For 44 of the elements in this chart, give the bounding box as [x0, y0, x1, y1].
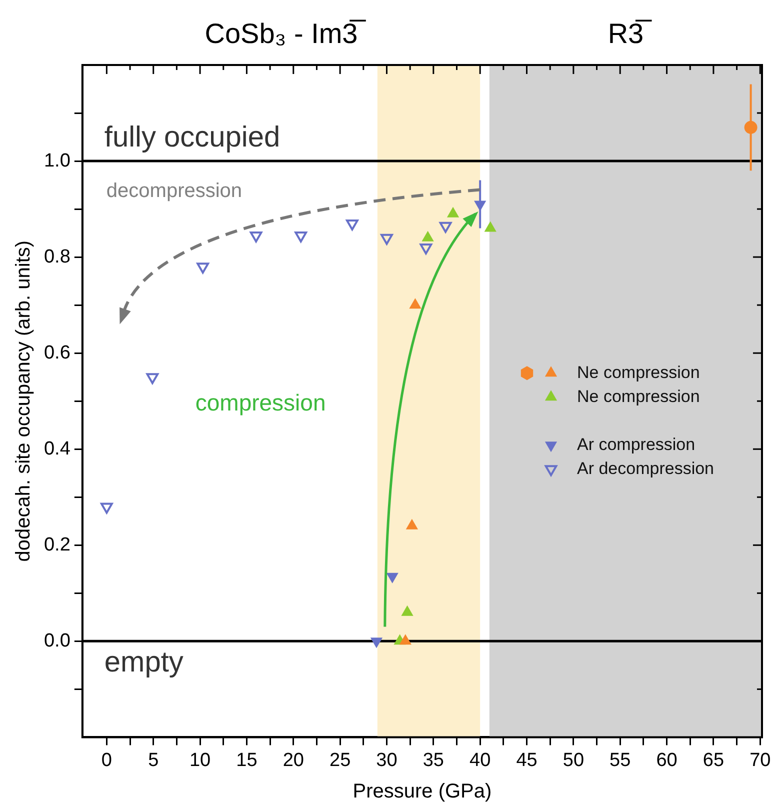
annotation: compression	[195, 390, 326, 416]
x-tick-label: 35	[422, 750, 444, 771]
point	[294, 231, 308, 242]
point	[250, 231, 262, 242]
point	[439, 222, 452, 233]
y-tick-label: 1.0	[44, 150, 70, 172]
y-axis-title: dodecah. site occupancy (arb. units)	[12, 240, 35, 562]
x-tick-label: 40	[470, 750, 491, 771]
x-tick-label: 55	[610, 750, 631, 771]
legend-label: Ar decompression	[577, 458, 714, 478]
annotation: decompression	[106, 180, 242, 202]
y-tick-label: 0.4	[44, 438, 71, 460]
point	[406, 519, 418, 530]
point	[402, 606, 413, 616]
ref-line-label: empty	[104, 646, 184, 679]
x-axis-title: Pressure (GPa)	[352, 780, 492, 803]
x-tick-label: 25	[329, 750, 351, 771]
ref-line-label: fully occupied	[104, 122, 280, 154]
point	[196, 262, 210, 274]
x-tick-label: 30	[376, 750, 398, 771]
x-tick-label: 65	[702, 750, 724, 771]
y-tick-label: 0.0	[44, 630, 70, 652]
point	[400, 634, 412, 645]
legend-label: Ne compression	[577, 362, 700, 382]
y-tick-label: 0.6	[44, 342, 70, 364]
x-tick-label: 45	[516, 750, 538, 771]
x-tick-label: 15	[236, 750, 258, 771]
x-tick-label: 5	[148, 750, 159, 771]
band-label: R3̅	[608, 18, 653, 49]
legend-label: Ne compression	[577, 386, 700, 406]
point	[380, 234, 393, 245]
point	[146, 373, 159, 384]
y-tick-label: 0.2	[44, 534, 70, 556]
x-tick-label: 20	[282, 750, 304, 771]
legend-label: Ar compression	[577, 434, 696, 454]
x-tick-label: 60	[656, 750, 678, 771]
x-tick-label: 70	[750, 750, 771, 771]
x-tick-label: 0	[101, 750, 112, 771]
text: CoSb₃ - Im3̅	[204, 18, 367, 49]
point	[346, 219, 358, 230]
x-tick-label: 10	[189, 750, 211, 771]
y-tick-label: 0.8	[44, 246, 70, 268]
point	[420, 243, 432, 254]
x-tick-label: 50	[562, 750, 584, 771]
